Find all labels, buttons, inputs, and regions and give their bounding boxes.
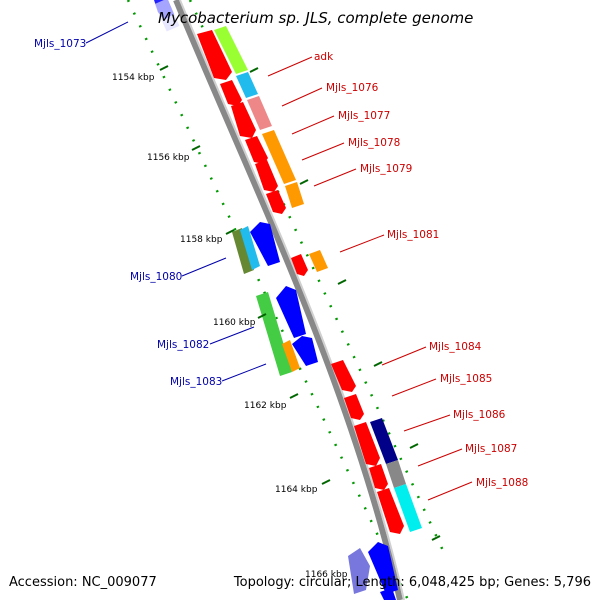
- backbone-light: [179, 0, 405, 600]
- leader-line: [281, 87, 323, 107]
- gene-label-mjls-1084[interactable]: Mjls_1084: [429, 341, 482, 353]
- cog-bar: [214, 26, 248, 74]
- gene-arrow-mjls-1077: [231, 102, 256, 138]
- gene-label-mjls-1076[interactable]: Mjls_1076: [326, 82, 379, 94]
- leader-line: [313, 168, 357, 187]
- leader-line: [85, 21, 129, 44]
- kbp-label-1154: 1154 kbp: [112, 73, 155, 83]
- gene-label-mjls-1077[interactable]: Mjls_1077: [338, 110, 390, 122]
- major-tick: [409, 443, 419, 449]
- gene-arrow-mjls-1080: [250, 222, 280, 266]
- major-tick: [159, 65, 169, 71]
- gene-arrow-mjls-1082: [276, 286, 306, 338]
- reverse-gene-arrows: [232, 222, 398, 600]
- genome-backbone: [173, 0, 405, 600]
- kbp-label-1158: 1158 kbp: [180, 235, 223, 245]
- major-tick: [321, 479, 331, 485]
- cog-bar: [232, 228, 254, 274]
- cog-bar: [256, 292, 292, 376]
- gene-arrow-bottom-b: [368, 542, 398, 594]
- gene-label-mjls-1078[interactable]: Mjls_1078: [348, 137, 400, 149]
- leader-line: [339, 234, 385, 253]
- gene-label-mjls-1088[interactable]: Mjls_1088: [476, 477, 528, 489]
- reverse-gene-labels: Mjls_1073 Mjls_1080 Mjls_1082 Mjls_1083: [34, 38, 222, 388]
- leader-line: [391, 378, 437, 397]
- leader-line: [381, 346, 427, 366]
- leader-line: [181, 257, 227, 277]
- cog-bar: [309, 250, 328, 272]
- leader-line: [267, 56, 313, 77]
- gene-arrow-mjls-1076: [220, 80, 242, 106]
- cog-bar: [262, 130, 296, 184]
- leader-line: [427, 481, 473, 501]
- gene-label-mjls-1073[interactable]: Mjls_1073: [34, 38, 86, 50]
- leader-line: [291, 115, 335, 135]
- map-title: Mycobacterium sp. JLS, complete genome: [158, 9, 473, 27]
- gene-label-mjls-1086[interactable]: Mjls_1086: [453, 409, 506, 421]
- forward-label-leaders: [267, 56, 473, 501]
- kbp-label-1156: 1156 kbp: [147, 153, 190, 163]
- gene-arrow-mjls-1084: [331, 360, 356, 392]
- major-tick: [257, 313, 267, 319]
- major-tick-marks: [159, 65, 441, 541]
- gene-arrow-mjls-1088: [377, 488, 404, 534]
- gene-label-mjls-1081[interactable]: Mjls_1081: [387, 229, 439, 241]
- reverse-label-leaders: [85, 21, 267, 382]
- forward-gene-arrows: [197, 30, 404, 534]
- leader-line: [221, 363, 267, 382]
- cog-bar: [394, 484, 422, 532]
- major-tick: [289, 393, 299, 399]
- major-tick: [337, 279, 347, 285]
- leader-line: [209, 326, 255, 345]
- gene-arrow-mjls-1085: [344, 394, 364, 420]
- gene-arrow-adk: [197, 30, 232, 80]
- gene-fade: [154, 0, 180, 32]
- cog-bar: [386, 460, 406, 488]
- gene-arrow-mjls-1086: [354, 422, 380, 466]
- gene-label-mjls-1082[interactable]: Mjls_1082: [157, 339, 209, 351]
- gene-label-mjls-1085[interactable]: Mjls_1085: [440, 373, 492, 385]
- leader-line: [417, 448, 463, 467]
- gene-block-mjls-1073: [154, 0, 180, 32]
- cog-bar: [285, 182, 304, 208]
- gene-arrow-mjls-1087: [369, 464, 388, 490]
- gene-arrow-mjls-1083: [292, 336, 318, 366]
- forward-cog-bars: [214, 26, 422, 532]
- cog-bar: [240, 226, 260, 270]
- kbp-label-1160: 1160 kbp: [213, 318, 256, 328]
- gene-label-mjls-1079[interactable]: Mjls_1079: [360, 163, 412, 175]
- cog-bar: [247, 96, 272, 130]
- gene-arrow-bottom-c: [380, 588, 396, 600]
- leader-line: [301, 142, 345, 161]
- major-tick: [431, 535, 441, 541]
- gene-arrow-mjls-1081: [291, 254, 308, 276]
- kbp-label-1162: 1162 kbp: [244, 401, 287, 411]
- major-tick: [299, 179, 309, 185]
- kbp-label-1164: 1164 kbp: [275, 485, 318, 495]
- accession-text: Accession: NC_009077: [9, 575, 157, 590]
- gene-arrow-mjls-1078: [245, 136, 268, 164]
- cog-bar: [282, 340, 300, 372]
- summary-text: Topology: circular; Length: 6,048,425 bp…: [233, 575, 591, 590]
- forward-gene-labels: adk Mjls_1076 Mjls_1077 Mjls_1078 Mjls_1…: [314, 51, 528, 489]
- major-tick: [373, 361, 383, 367]
- major-tick: [225, 229, 235, 235]
- cog-bar: [370, 418, 398, 464]
- cog-bar: [236, 72, 258, 98]
- gene-label-mjls-1080[interactable]: Mjls_1080: [130, 271, 182, 283]
- gene-arrow-mjls-1079b: [266, 190, 286, 214]
- leader-line: [403, 414, 451, 432]
- gene-label-mjls-1083[interactable]: Mjls_1083: [170, 376, 222, 388]
- gene-arrow-bottom-a: [348, 548, 370, 594]
- kbp-labels: 1154 kbp 1156 kbp 1158 kbp 1160 kbp 1162…: [112, 73, 348, 580]
- backbone-dark: [173, 0, 403, 600]
- gene-arrow-mjls-1079a: [255, 160, 278, 192]
- kbp-label-1166: 1166 kbp: [305, 570, 348, 580]
- gene-label-mjls-1087[interactable]: Mjls_1087: [465, 443, 517, 455]
- gene-label-adk[interactable]: adk: [314, 51, 334, 63]
- major-tick: [249, 67, 259, 73]
- major-tick: [191, 145, 201, 151]
